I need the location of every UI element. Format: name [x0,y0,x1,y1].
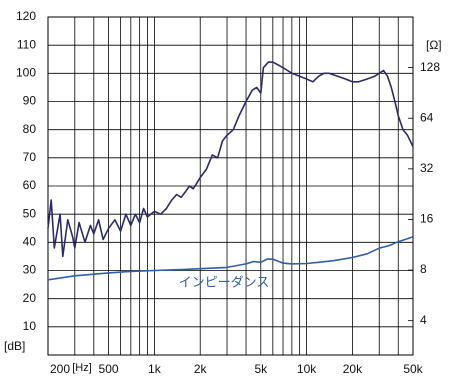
y-tick-label: 110 [17,37,36,51]
series-line [47,236,414,281]
y2-tick-label: 64 [420,110,434,124]
series-line [47,61,414,258]
y-tick-label: 100 [16,66,36,80]
y-tick-label: 40 [23,235,37,249]
y-tick-label: 10 [23,319,37,333]
y2-tick-label: 4 [420,313,427,327]
plot-frame [47,16,414,356]
x-tick-label: 2k [194,362,208,376]
x-tick-label: 50k [403,362,423,376]
x-tick-label: 5k [254,362,268,376]
y2-tick-label: 128 [420,60,440,74]
annotation: インピーダンス [179,274,270,289]
x-tick-label: 1k [148,362,162,376]
y-tick-label: 120 [16,9,36,23]
y2-tick-label: 8 [420,262,427,276]
x-tick-label: 500 [99,362,119,376]
y2-axis-label: [Ω] [426,38,442,52]
x-axis-label: [Hz] [72,362,92,374]
x-tick-label: 20k [343,362,363,376]
y-tick-label: 50 [23,206,37,220]
y-tick-label: 90 [23,94,37,108]
y-tick-label: 30 [23,263,37,277]
x-tick-label: 10k [297,362,317,376]
y-tick-label: 80 [23,122,37,136]
y-tick-label: 70 [23,150,37,164]
x-tick-label: 200 [50,362,70,376]
y-tick-label: 20 [23,291,37,305]
y-tick-label: 60 [23,178,37,192]
y2-tick-label: 32 [420,161,434,175]
y-axis-label: [dB] [4,339,25,353]
y2-tick-label: 16 [420,212,434,226]
